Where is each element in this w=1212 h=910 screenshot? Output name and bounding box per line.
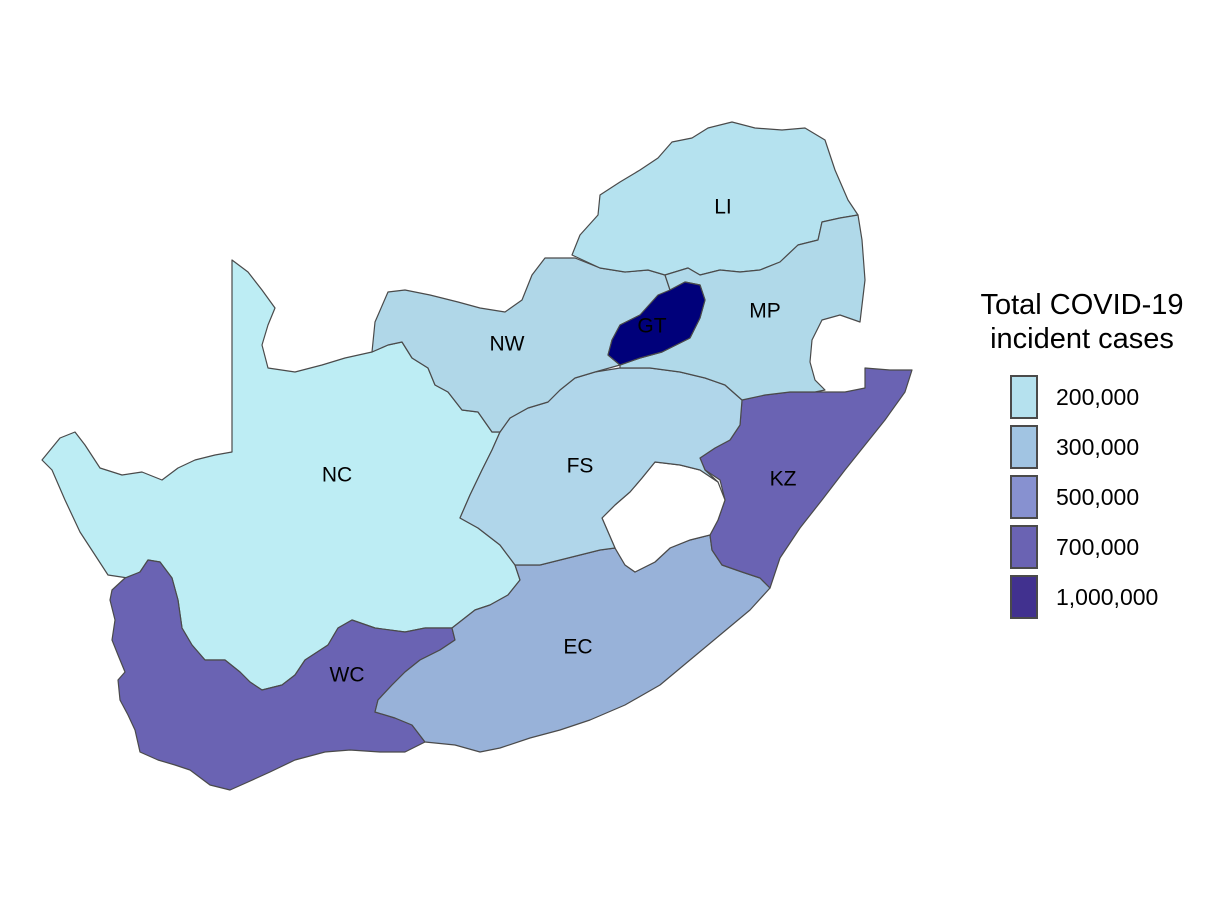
label-nc: NC [322,464,352,487]
legend: Total COVID-19 incident cases 200,000 30… [970,288,1210,622]
legend-item: 700,000 [1010,522,1210,572]
legend-item: 500,000 [1010,472,1210,522]
legend-label: 200,000 [1056,383,1140,410]
label-ec: EC [563,636,592,659]
label-wc: WC [330,664,365,687]
legend-swatch [1010,575,1038,619]
legend-label: 500,000 [1056,483,1140,510]
province-fs [459,367,743,566]
legend-swatch [1010,375,1038,419]
label-nw: NW [490,333,525,356]
province-gt [607,281,706,366]
legend-item: 200,000 [1010,372,1210,422]
label-fs: FS [567,455,594,478]
legend-label: 300,000 [1056,433,1140,460]
label-gt: GT [637,315,666,338]
legend-title-line1: Total COVID-19 [980,289,1184,321]
legend-swatch [1010,525,1038,569]
legend-item: 300,000 [1010,422,1210,472]
legend-swatch [1010,425,1038,469]
legend-label: 700,000 [1056,533,1140,560]
label-li: LI [714,196,732,219]
legend-label: 1,000,000 [1056,583,1159,610]
legend-swatch [1010,475,1038,519]
legend-title-line2: incident cases [990,323,1174,355]
legend-items: 200,000 300,000 500,000 700,000 1,000,00… [1010,372,1210,622]
legend-title: Total COVID-19 incident cases [962,288,1202,356]
label-mp: MP [749,300,781,323]
label-kz: KZ [770,468,797,491]
legend-item: 1,000,000 [1010,572,1210,622]
